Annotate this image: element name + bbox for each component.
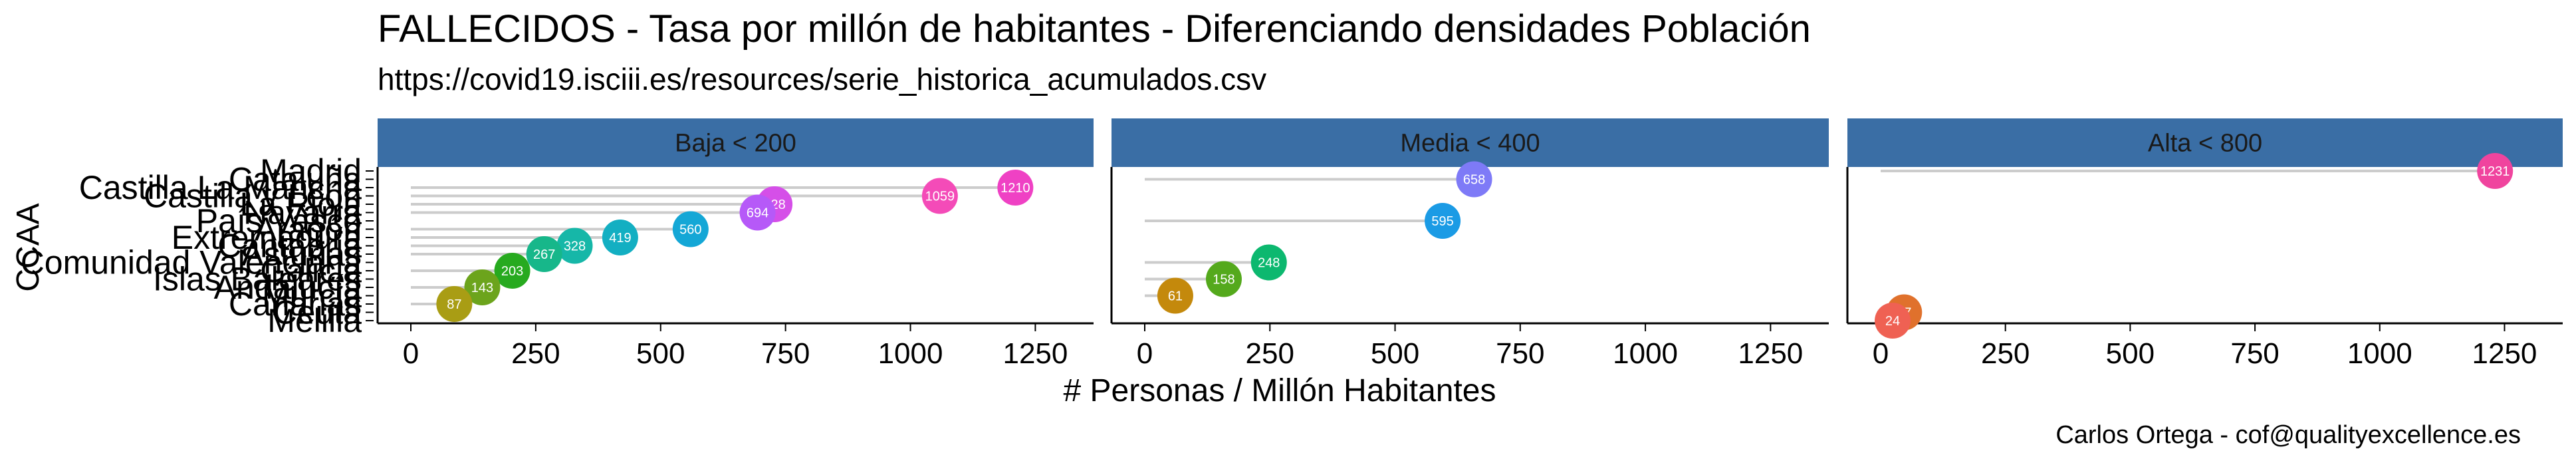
point-islas-baleares — [1205, 261, 1242, 297]
x-tick-label: 750 — [1496, 337, 1544, 370]
point-castilla-la-mancha — [997, 170, 1034, 206]
chart-subtitle: https://covid19.isciii.es/resources/seri… — [378, 62, 1266, 96]
y-tick-label-andalucia: Andalucía — [214, 269, 362, 306]
value-label-extremadura: 419 — [609, 231, 631, 245]
panel-strip-label: Baja < 200 — [675, 130, 796, 158]
point-madrid — [2477, 153, 2514, 189]
y-tick-label-la-rioja: La Rioja — [240, 186, 362, 223]
x-tick-label: 1250 — [2472, 337, 2537, 370]
y-tick-label-extremadura: Extremadura — [172, 219, 362, 256]
x-tick-label: 0 — [1873, 337, 1889, 370]
value-label-andalucia: 143 — [471, 281, 493, 295]
x-tick-label: 750 — [2230, 337, 2279, 370]
x-tick-label: 250 — [1981, 337, 2030, 370]
x-axis-title: # Personas / Millón Habitantes — [1064, 373, 1496, 408]
point-canarias — [436, 286, 473, 322]
x-tick-label: 1000 — [1613, 337, 1678, 370]
point-asturias — [526, 236, 562, 272]
value-label-castilla-la-mancha: 1210 — [1000, 181, 1030, 196]
point-navarra — [739, 194, 776, 231]
x-tick-label: 250 — [1246, 337, 1294, 370]
value-label-cantabria: 328 — [564, 239, 586, 254]
x-tick-label: 1000 — [2347, 337, 2412, 370]
y-tick-label-ceuta: Ceuta — [273, 294, 362, 331]
x-tick-label: 500 — [2106, 337, 2155, 370]
y-tick-label-galicia: Galicia — [260, 252, 362, 289]
x-tick-label: 0 — [1137, 337, 1153, 370]
point-castilla-y-leon — [921, 178, 958, 214]
value-label-aragon: 560 — [679, 223, 701, 237]
y-tick-label-melilla: Melilla — [267, 302, 362, 339]
panel-strip — [1847, 118, 2563, 167]
value-label-murcia: 61 — [1168, 289, 1183, 304]
point-andalucia — [464, 269, 501, 305]
value-label-navarra: 694 — [747, 206, 768, 221]
point-extremadura — [602, 220, 638, 255]
value-label-galicia: 203 — [501, 264, 523, 279]
y-tick-label-castilla-la-mancha: Castilla La Mancha — [79, 169, 362, 206]
point-cantabria — [556, 228, 593, 264]
value-label-castilla-y-leon: 1059 — [925, 190, 955, 204]
y-tick-label-islas-baleares: Islas Baleares — [153, 261, 362, 298]
y-tick-label-madrid: Madrid — [260, 152, 362, 190]
value-label-comunidad-valenciana: 248 — [1258, 256, 1280, 271]
y-tick-label-murcia: Murcia — [262, 277, 362, 315]
dots: 658 595 248 158 61 — [1157, 161, 1492, 314]
value-label-canarias: 87 — [447, 297, 461, 312]
panel-media-400: Media < 400 0 250 500 750 1000 1250 658 595 248 15… — [1110, 118, 1829, 370]
y-tick-label-cantabria: Cantabria — [217, 228, 362, 265]
y-tick-label-canarias: Canarias — [229, 285, 362, 323]
value-label-melilla: 24 — [1885, 314, 1900, 329]
segments — [1145, 178, 1474, 297]
point-comunidad-valenciana — [1250, 244, 1287, 281]
y-tick-label-pais-vasco: País Vasco — [196, 202, 362, 239]
x-tick-label: 1250 — [1738, 337, 1803, 370]
y-tick-label-castilla-y-leon: Castilla y León — [144, 178, 362, 215]
point-murcia — [1157, 277, 1193, 314]
y-tick-label-cataluna: Cataluña — [229, 161, 362, 198]
panel-strip-label: Alta < 800 — [2148, 130, 2262, 158]
chart-title: FALLECIDOS - Tasa por millón de habitant… — [378, 7, 1811, 51]
point-pais-vasco — [1425, 203, 1461, 239]
value-label-madrid: 1231 — [2480, 164, 2510, 179]
x-tick-label: 0 — [403, 337, 419, 370]
x-tick-label: 750 — [761, 337, 810, 370]
y-tick-label-navarra: Navarra — [243, 194, 362, 232]
y-category-labels: MelillaCeutaCanariasMurciaAndalucíaIslas… — [21, 152, 374, 339]
y-tick-label-asturias: Asturias — [241, 235, 362, 273]
y-axis-title: CCAA — [11, 203, 46, 291]
panel-strip-label: Media < 400 — [1400, 130, 1540, 158]
point-galicia — [494, 253, 530, 289]
value-label-asturias: 267 — [533, 247, 555, 262]
value-label-cataluna: 658 — [1463, 173, 1485, 188]
panel-strip — [1112, 118, 1829, 167]
panel-strip — [378, 118, 1094, 167]
point-aragon — [672, 211, 709, 247]
chart-caption: Carlos Ortega - cof@qualityexcellence.es — [2055, 421, 2521, 449]
segments — [411, 186, 1016, 305]
value-label-pais-vasco: 595 — [1431, 214, 1453, 229]
y-tick-label-comunidad-valenciana: Comunidad Valenciana — [21, 244, 362, 281]
point-melilla — [1875, 303, 1911, 339]
dots: 12314724 — [1875, 153, 2514, 339]
x-tick-label: 500 — [1371, 337, 1419, 370]
panel-alta-800: Alta < 800 0 250 500 750 1000 125012314724 — [1846, 118, 2563, 370]
x-tick-label: 500 — [636, 337, 685, 370]
x-tick-label: 1000 — [878, 337, 943, 370]
y-tick-label-aragon: Aragón — [255, 211, 362, 248]
segments — [1881, 170, 2496, 322]
x-tick-label: 250 — [511, 337, 560, 370]
value-label-islas-baleares: 158 — [1213, 273, 1234, 287]
point-cataluna — [1456, 161, 1492, 198]
x-tick-label: 1250 — [1002, 337, 1068, 370]
